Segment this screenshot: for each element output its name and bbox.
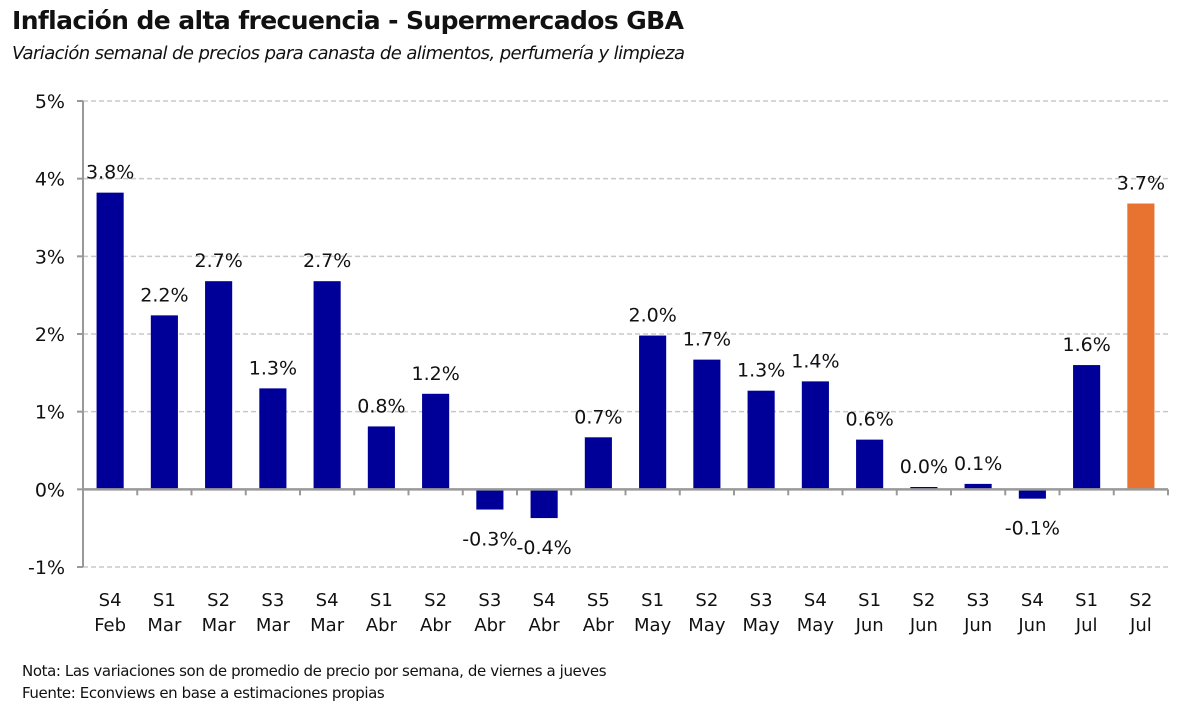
x-tick-label-week: S4	[533, 590, 556, 611]
data-label: 0.8%	[357, 395, 405, 417]
x-tick-label-month: Abr	[366, 615, 398, 636]
data-label: 2.0%	[628, 305, 676, 327]
data-label: 1.6%	[1062, 334, 1110, 356]
x-tick-label-week: S2	[695, 590, 718, 611]
footnote-note: Nota: Las variaciones son de promedio de…	[22, 662, 607, 680]
x-tick-label-week: S1	[1075, 590, 1098, 611]
bar	[693, 359, 721, 490]
x-tick-label-week: S3	[261, 590, 284, 611]
x-tick-label-week: S4	[1021, 590, 1044, 611]
data-label: 0.1%	[954, 453, 1002, 475]
y-tick-label: 2%	[35, 324, 65, 346]
footnote-source: Fuente: Econviews en base a estimaciones…	[22, 684, 385, 702]
bar	[747, 390, 775, 490]
x-tick-label-week: S2	[1129, 590, 1152, 611]
y-tick-label: 1%	[35, 402, 65, 424]
x-tick-label-week: S3	[967, 590, 990, 611]
x-tick-label-week: S2	[207, 590, 230, 611]
data-label: 3.7%	[1117, 173, 1165, 195]
x-tick-label-month: Jun	[963, 615, 992, 636]
x-tick-label-week: S4	[804, 590, 827, 611]
data-labels: 3.8% 2.2% 2.7% 1.3% 2.7% 0.8% 1.2% -0.3% -0.4% 0.…	[86, 162, 1165, 559]
data-label: 2.7%	[194, 250, 242, 272]
x-tick-label-month: May	[634, 615, 672, 636]
x-tick-label-month: Abr	[583, 615, 615, 636]
x-tick-label-week: S4	[316, 590, 339, 611]
data-label: 3.8%	[86, 162, 134, 184]
bars	[96, 192, 1155, 519]
bar	[801, 381, 829, 490]
gridlines	[83, 100, 1168, 568]
x-tick-label-month: Jun	[909, 615, 938, 636]
x-tick-label-month: Mar	[256, 615, 291, 636]
bar	[639, 335, 667, 490]
y-tick-label: 4%	[35, 169, 65, 191]
y-tick-label: 3%	[35, 246, 65, 268]
x-tick-label-month: May	[743, 615, 781, 636]
data-label: -0.3%	[462, 529, 517, 551]
x-tick-label-month: Jun	[855, 615, 884, 636]
bar	[96, 192, 124, 490]
x-tick-label-month: Abr	[420, 615, 452, 636]
bar	[476, 489, 504, 510]
chart-title: Inflación de alta frecuencia - Supermerc…	[12, 6, 684, 35]
x-tick-label-week: S1	[641, 590, 664, 611]
data-label: 0.6%	[845, 409, 893, 431]
x-tick-label-week: S1	[858, 590, 881, 611]
y-tick-label: 5%	[35, 91, 65, 113]
bar	[367, 426, 395, 490]
chart-subtitle: Variación semanal de precios para canast…	[12, 43, 685, 64]
bar	[856, 439, 884, 490]
x-tick-label-week: S1	[153, 590, 176, 611]
data-label: 0.7%	[574, 406, 622, 428]
bar	[1018, 489, 1046, 499]
data-label: 1.4%	[791, 350, 839, 372]
data-label: 1.7%	[683, 329, 731, 351]
x-tick-label-month: Mar	[147, 615, 182, 636]
x-tick-label-month: Jul	[1075, 615, 1098, 636]
x-tick-label-week: S3	[478, 590, 501, 611]
x-tick-label-month: Mar	[310, 615, 345, 636]
data-label: -0.1%	[1005, 518, 1060, 540]
bar	[205, 281, 233, 490]
x-tick-label-week: S2	[424, 590, 447, 611]
x-tick-label-week: S2	[912, 590, 935, 611]
data-label: -0.4%	[517, 537, 572, 559]
x-tick-label-month: May	[688, 615, 726, 636]
x-tick-label-month: Abr	[474, 615, 506, 636]
data-label: 2.7%	[303, 250, 351, 272]
data-label: 1.2%	[411, 363, 459, 385]
x-tick-label-week: S3	[750, 590, 773, 611]
bar	[1127, 203, 1155, 490]
bar	[964, 483, 992, 490]
data-label: 1.3%	[737, 360, 785, 382]
bar	[1073, 365, 1101, 490]
x-tick-label-month: Mar	[202, 615, 237, 636]
x-tick-label-month: Jun	[1017, 615, 1046, 636]
x-tick-label-week: S5	[587, 590, 610, 611]
data-label: 0.0%	[900, 456, 948, 478]
data-label: 2.2%	[140, 284, 188, 306]
bar	[422, 393, 450, 490]
x-tick-label-week: S4	[99, 590, 122, 611]
bar	[150, 315, 178, 490]
bar	[530, 489, 558, 519]
x-tick-labels: S4 Feb S1 Mar S2 Mar S3 Mar S4 Mar S1 Abr S2 Abr S3 Abr…	[94, 590, 1152, 636]
bar	[313, 281, 341, 490]
axes	[77, 100, 1169, 568]
x-tick-label-month: Abr	[529, 615, 561, 636]
x-tick-label-week: S1	[370, 590, 393, 611]
x-tick-label-month: Jul	[1129, 615, 1152, 636]
y-tick-label: -1%	[28, 557, 65, 579]
x-tick-label-month: Feb	[94, 615, 126, 636]
y-tick-label: 0%	[35, 479, 65, 501]
x-tick-label-month: May	[797, 615, 835, 636]
data-label: 1.3%	[249, 357, 297, 379]
bar	[259, 388, 287, 490]
bar	[584, 437, 612, 490]
y-tick-labels: -1% 0% 1% 2% 3% 4% 5%	[28, 91, 65, 579]
